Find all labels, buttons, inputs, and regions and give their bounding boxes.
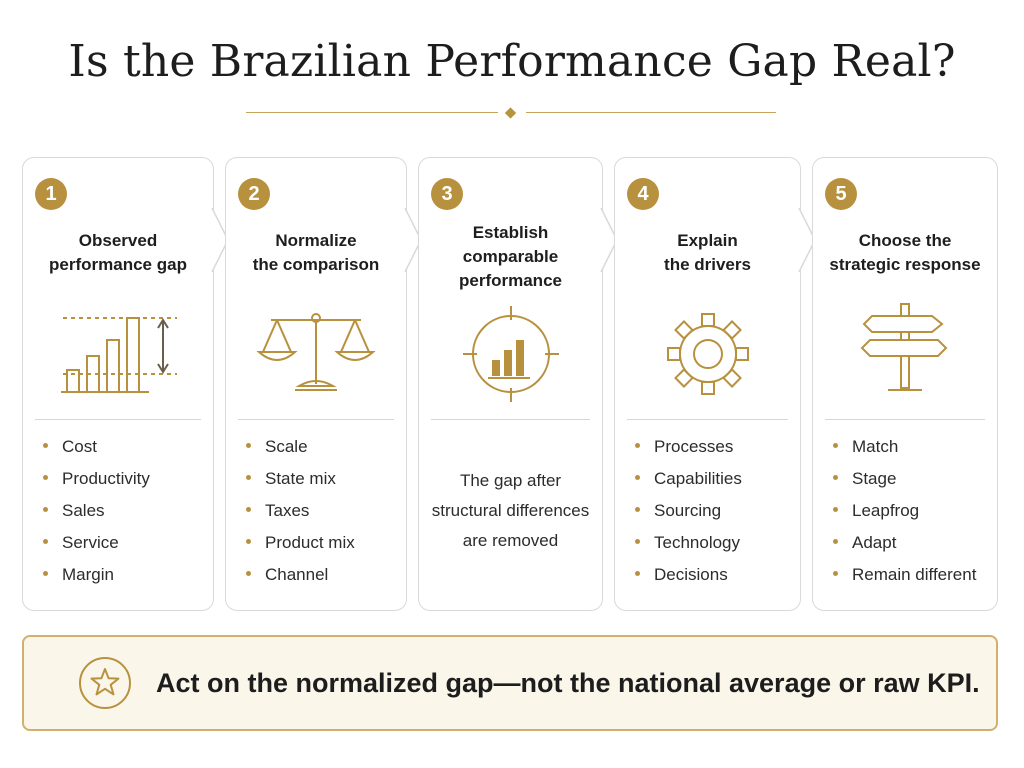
list-item: Sales — [43, 495, 150, 527]
list-item: Sourcing — [635, 495, 742, 527]
step-number-badge: 2 — [238, 178, 270, 210]
list-item: Cost — [43, 431, 150, 463]
list-item: State mix — [246, 463, 355, 495]
list-item: Service — [43, 527, 150, 559]
list-item: Processes — [635, 431, 742, 463]
list-item: Product mix — [246, 527, 355, 559]
gear-icon — [615, 296, 800, 412]
list-item: Margin — [43, 559, 150, 591]
step-number-badge: 3 — [431, 178, 463, 210]
target-bar-chart-icon — [419, 296, 602, 412]
bar-chart-gap-icon — [23, 296, 213, 412]
list-item: Adapt — [833, 527, 976, 559]
list-item: Match — [833, 431, 976, 463]
list-item: Technology — [635, 527, 742, 559]
step-title: Observed performance gap — [49, 231, 187, 274]
title-divider-right — [526, 112, 776, 113]
step-number-badge: 5 — [825, 178, 857, 210]
balance-scale-icon — [226, 296, 406, 412]
step-description: The gap after structural differences are… — [431, 471, 590, 550]
title-divider-left — [246, 112, 498, 113]
step-card-4: 4 Explain the drivers Processes Capabili… — [614, 157, 801, 611]
list-item: Productivity — [43, 463, 150, 495]
step-number-badge: 1 — [35, 178, 67, 210]
list-item: Decisions — [635, 559, 742, 591]
title-divider-diamond — [504, 107, 517, 119]
card-separator — [238, 419, 394, 420]
list-item: Leapfrog — [833, 495, 976, 527]
step-number-badge: 4 — [627, 178, 659, 210]
step-card-5: 5 Choose the strategic response Match St… — [812, 157, 998, 611]
card-separator — [35, 419, 201, 420]
list-item: Taxes — [246, 495, 355, 527]
page-title: Is the Brazilian Performance Gap Real? — [68, 36, 956, 87]
list-item: Remain different — [833, 559, 976, 591]
step-title: Establish comparable performance — [459, 223, 562, 290]
takeaway-text: Act on the normalized gap—not the nation… — [156, 667, 980, 698]
bullet-list: Match Stage Leapfrog Adapt Remain differ… — [833, 431, 976, 591]
step-title: Explain the drivers — [664, 231, 751, 274]
takeaway-banner: Act on the normalized gap—not the nation… — [22, 635, 998, 731]
card-separator — [431, 419, 590, 420]
card-separator — [825, 419, 985, 420]
step-title: Normalize the comparison — [252, 231, 380, 274]
bullet-list: Scale State mix Taxes Product mix Channe… — [246, 431, 355, 591]
step-card-1: 1 Observed performance gap Cost Producti… — [22, 157, 214, 611]
list-item: Stage — [833, 463, 976, 495]
list-item: Scale — [246, 431, 355, 463]
card-separator — [627, 419, 788, 420]
list-item: Channel — [246, 559, 355, 591]
star-icon — [78, 656, 132, 710]
signpost-icon — [813, 296, 997, 412]
list-item: Capabilities — [635, 463, 742, 495]
step-card-3: 3 Establish comparable performance The g… — [418, 157, 603, 611]
bullet-list: Processes Capabilities Sourcing Technolo… — [635, 431, 742, 591]
step-title: Choose the strategic response — [829, 231, 981, 274]
bullet-list: Cost Productivity Sales Service Margin — [43, 431, 150, 591]
step-card-2: 2 Normalize the comparison Scale State m… — [225, 157, 407, 611]
